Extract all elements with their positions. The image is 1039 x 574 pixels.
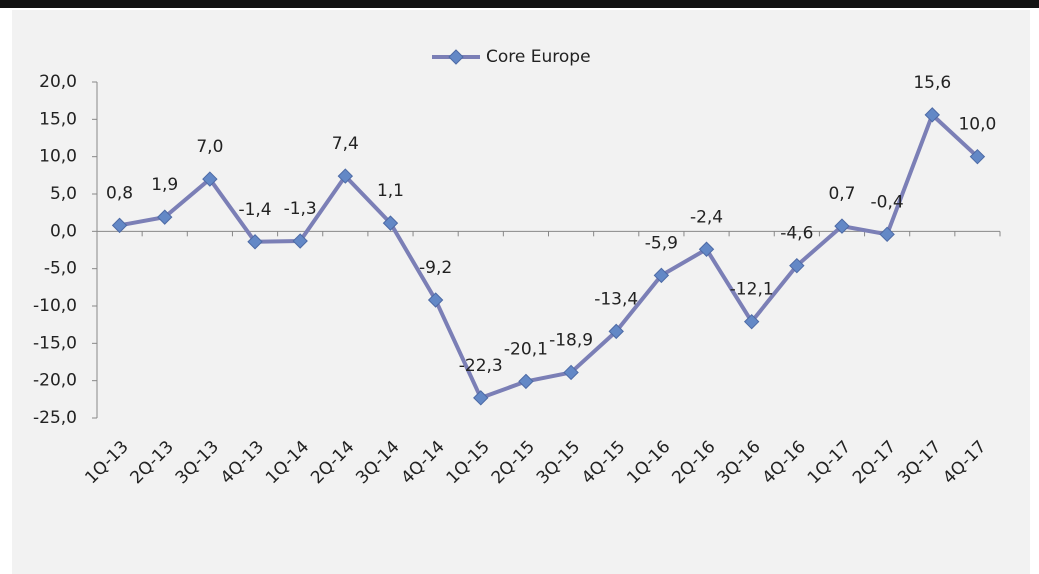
- y-tick-label: -25,0: [33, 408, 77, 428]
- data-label: -4,6: [780, 224, 813, 244]
- data-point: [111, 217, 128, 234]
- data-label: -18,9: [549, 330, 593, 350]
- header-bar: [0, 0, 1039, 8]
- data-point: [653, 267, 670, 284]
- data-label: 0,8: [106, 183, 133, 203]
- data-point: [608, 323, 624, 340]
- data-point: [698, 241, 715, 257]
- data-label: 15,6: [913, 73, 951, 93]
- data-label: 1,1: [377, 181, 404, 201]
- y-tick-label: -5,0: [44, 259, 77, 279]
- data-point: [563, 364, 579, 381]
- data-label: -2,4: [690, 207, 723, 227]
- y-tick-label: 10,0: [39, 147, 77, 167]
- data-point: [969, 148, 986, 165]
- data-point: [834, 218, 850, 234]
- y-tick-label: 0,0: [50, 221, 77, 241]
- data-label: -1,3: [284, 199, 317, 219]
- data-point: [924, 107, 940, 123]
- data-point: [202, 171, 218, 187]
- data-point: [789, 257, 805, 274]
- y-tick-label: -10,0: [33, 296, 77, 316]
- data-label: -20,1: [504, 339, 548, 359]
- data-label: -13,4: [594, 289, 638, 309]
- data-label: 7,0: [196, 137, 223, 157]
- data-point: [427, 292, 444, 308]
- legend-marker: [448, 49, 464, 65]
- data-point: [157, 209, 173, 225]
- data-point: [518, 373, 534, 390]
- data-point: [382, 215, 399, 231]
- data-point: [473, 390, 489, 406]
- data-label: 10,0: [958, 115, 996, 135]
- data-label: -0,4: [871, 192, 904, 212]
- y-tick-label: -15,0: [33, 333, 77, 353]
- data-point: [247, 234, 263, 250]
- y-tick-label: -20,0: [33, 371, 77, 391]
- data-point: [337, 168, 354, 184]
- data-point: [879, 226, 895, 243]
- y-tick-label: 15,0: [39, 109, 77, 129]
- data-label: 0,7: [828, 184, 855, 204]
- data-point: [292, 233, 308, 249]
- data-label: 1,9: [151, 175, 178, 195]
- data-point: [743, 313, 760, 330]
- data-label: -12,1: [730, 280, 774, 300]
- data-label: -22,3: [459, 356, 503, 376]
- data-label: -9,2: [419, 258, 452, 278]
- data-label: -1,4: [238, 200, 271, 220]
- data-label: -5,9: [645, 233, 678, 253]
- y-tick-label: 5,0: [50, 184, 77, 204]
- chart-panel: [12, 10, 1030, 574]
- y-tick-label: 20,0: [39, 72, 77, 92]
- data-label: 7,4: [332, 134, 359, 154]
- legend-label: Core Europe: [486, 47, 591, 67]
